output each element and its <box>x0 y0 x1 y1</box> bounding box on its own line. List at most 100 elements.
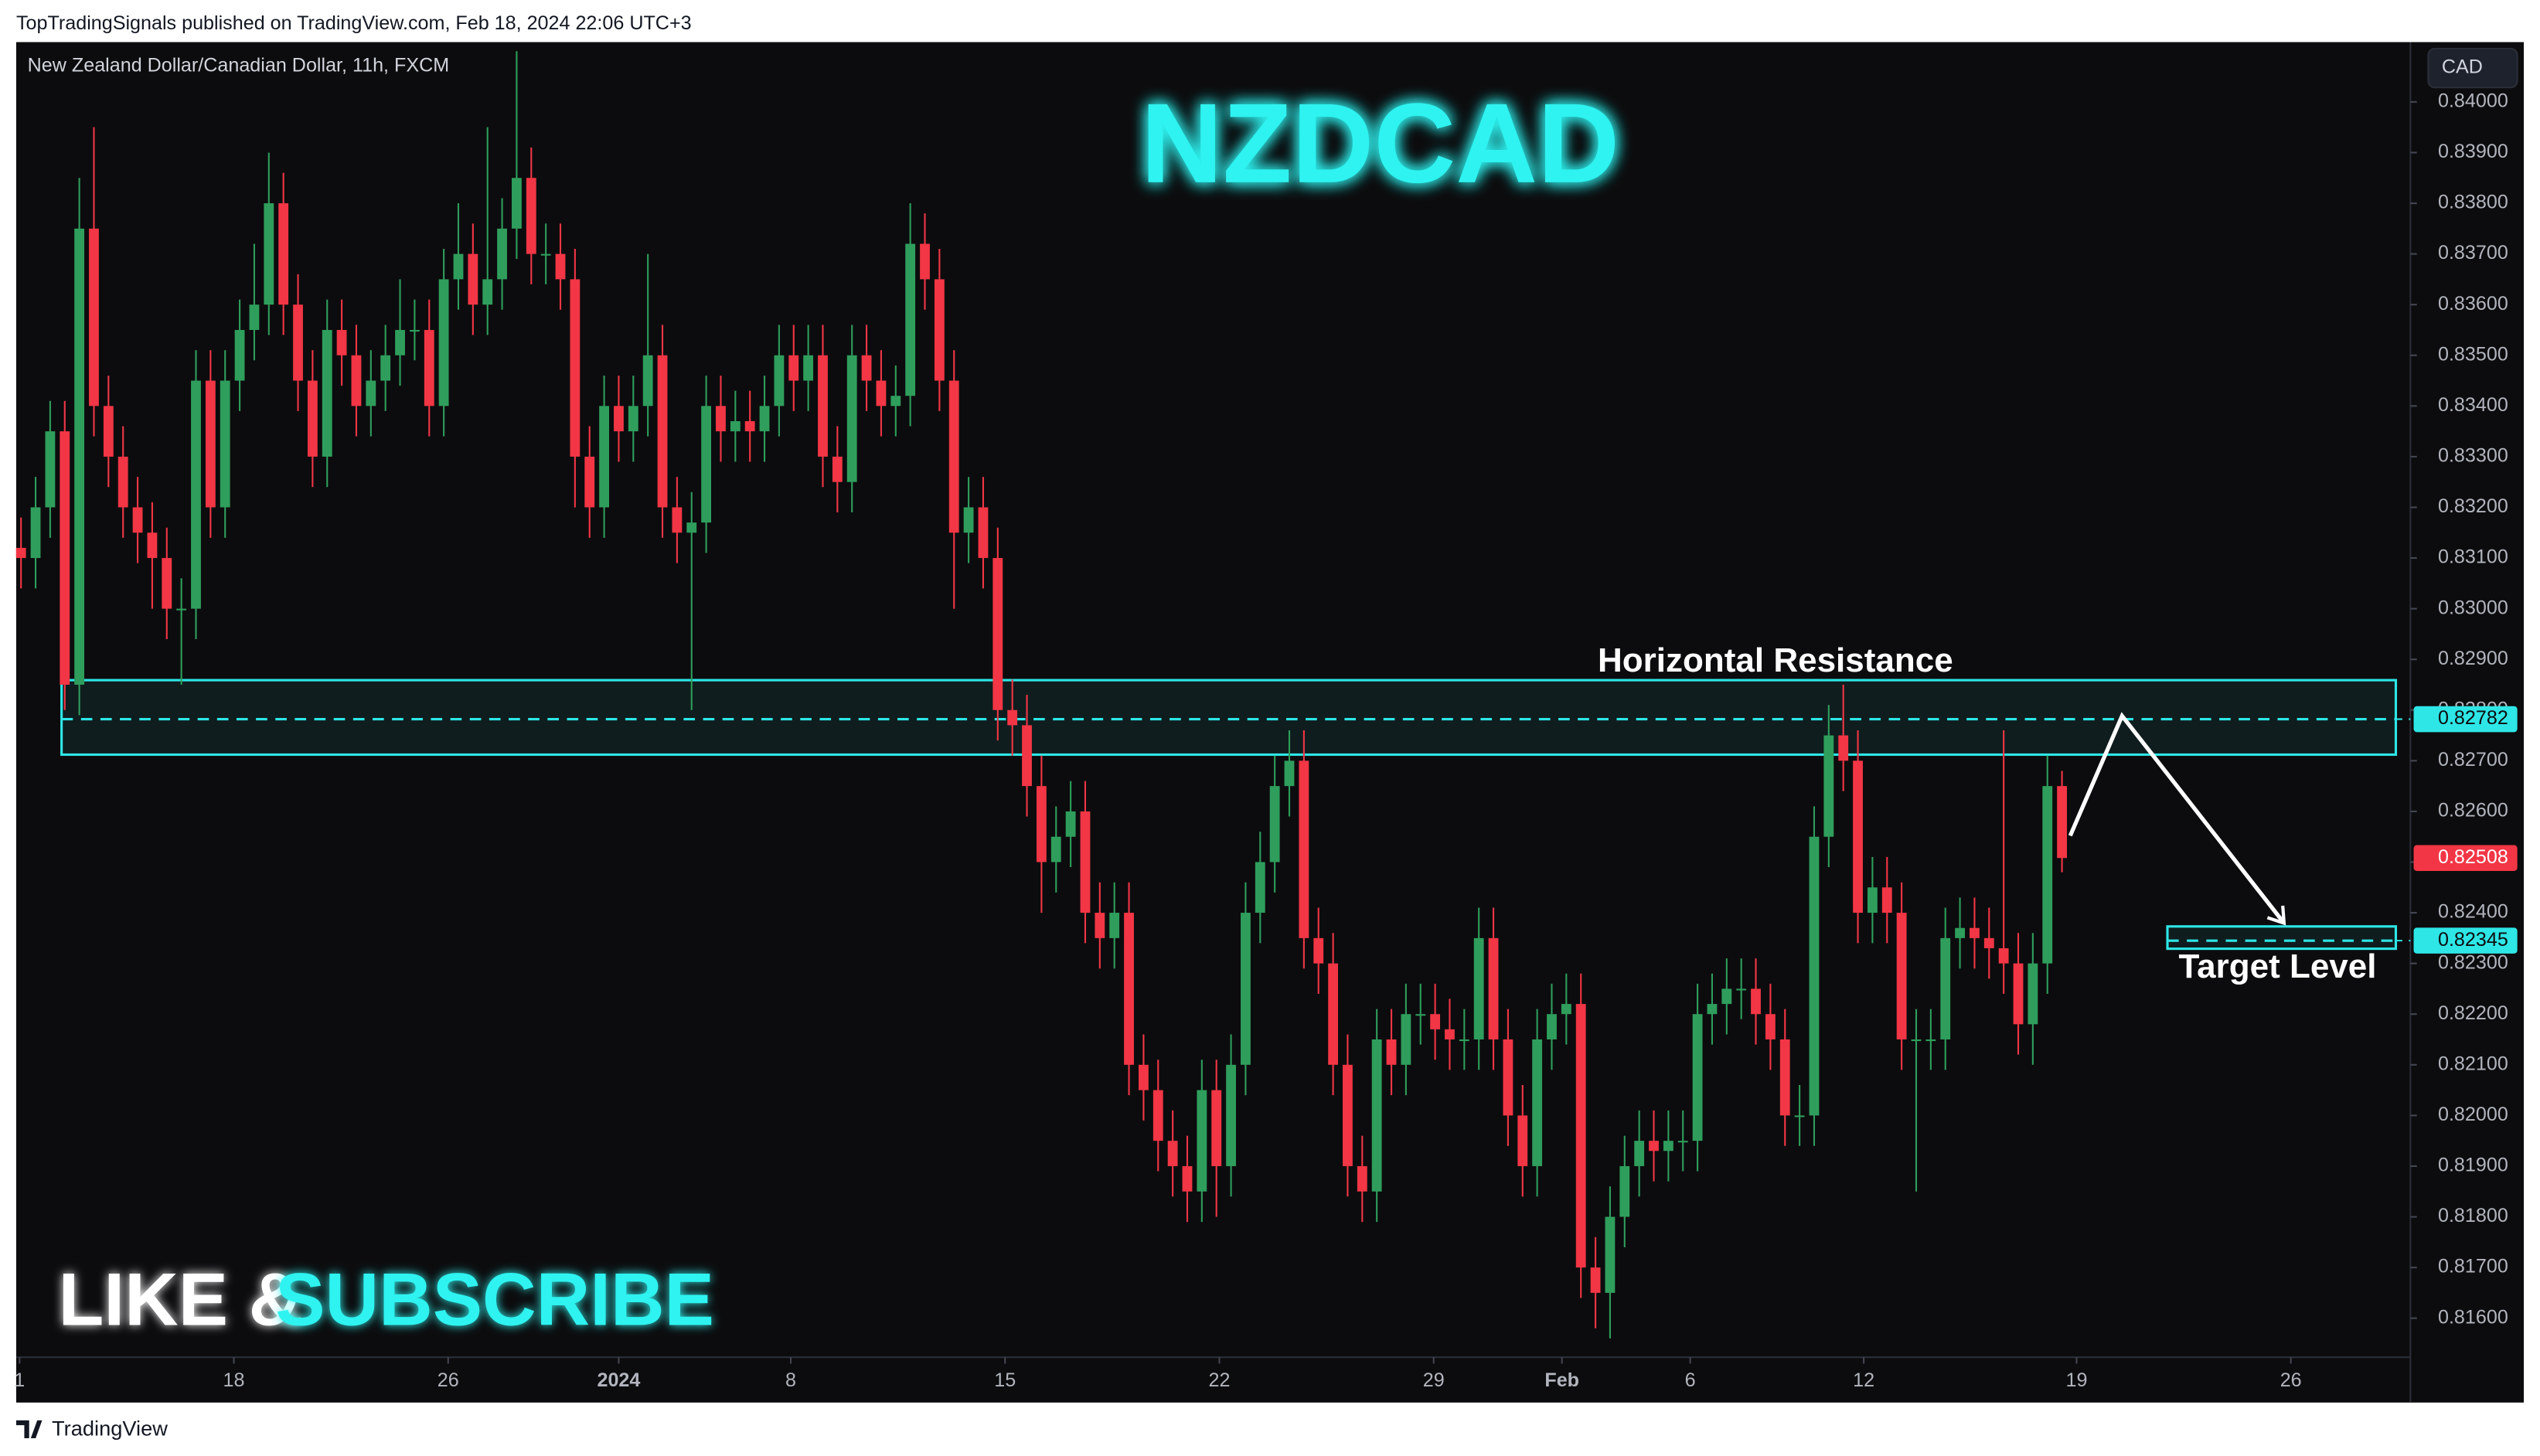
candle-body <box>1415 1014 1426 1016</box>
y-tick-label: 0.84000 <box>2438 90 2508 112</box>
candle-body <box>948 380 959 533</box>
candle-body <box>1109 913 1120 938</box>
plot-area: 0.81600 0.81700 0.81800 0.81900 0.82000 0.821… <box>14 51 2518 1391</box>
candle-body <box>1925 1039 1936 1042</box>
candle-body <box>117 456 128 508</box>
candle-body <box>424 329 434 407</box>
last-price-label: 0.82508 <box>2438 846 2508 868</box>
candle-body <box>1007 709 1018 726</box>
candle-body <box>818 355 828 457</box>
y-tick-label: 0.83500 <box>2438 343 2508 365</box>
candle-body <box>1241 913 1251 1065</box>
candle-body <box>1386 1039 1397 1065</box>
candle-body <box>1445 1029 1455 1040</box>
candle-body <box>1765 1014 1776 1040</box>
resistance-label: Horizontal Resistance <box>1598 641 1953 679</box>
x-tick-label: 22 <box>1209 1369 1231 1391</box>
x-tick-label: 26 <box>438 1369 459 1391</box>
candle-body <box>744 420 755 432</box>
y-tick-label: 0.82600 <box>2438 800 2508 822</box>
y-tick-label: 0.82300 <box>2438 951 2508 973</box>
candle-body <box>1473 937 1484 1040</box>
candle-body <box>730 420 741 432</box>
x-tick-label: 29 <box>1423 1369 1445 1391</box>
candle-body <box>570 279 581 457</box>
y-tick-label: 0.81800 <box>2438 1205 2508 1226</box>
candle-body <box>1940 937 1951 1040</box>
candle-body <box>1911 1039 1922 1042</box>
candle-body <box>846 355 857 482</box>
y-tick-label: 0.83200 <box>2438 495 2508 517</box>
y-tick-label: 0.83600 <box>2438 293 2508 315</box>
candle-body <box>1124 913 1134 1065</box>
candle-body <box>803 355 814 381</box>
candle-body <box>1357 1165 1367 1192</box>
candle-body <box>1503 1039 1513 1116</box>
candle-body <box>774 355 785 407</box>
candle-body <box>1459 1039 1469 1042</box>
projection-arrow <box>2068 712 2286 926</box>
candle-body <box>628 406 638 432</box>
y-tick-label: 0.82900 <box>2438 648 2508 669</box>
x-tick-label: 1 <box>14 1369 25 1391</box>
candle-body <box>716 406 726 432</box>
y-tick-label: 0.82700 <box>2438 749 2508 771</box>
candle-body <box>220 380 230 508</box>
promo-subscribe: SUBSCRIBE <box>275 1259 714 1342</box>
candle-body <box>1649 1141 1659 1152</box>
publish-header: TopTradingSignals published on TradingVi… <box>16 12 692 34</box>
last-price-tag <box>2413 845 2518 872</box>
y-tick-label: 0.81600 <box>2438 1306 2508 1328</box>
candle-body <box>1182 1165 1193 1192</box>
candle-body <box>191 380 201 609</box>
candle-body <box>1284 760 1295 787</box>
candle-body <box>1211 1090 1222 1166</box>
candle-body <box>614 406 624 432</box>
y-tick-label: 0.83000 <box>2438 597 2508 618</box>
candle-body <box>1022 725 1032 787</box>
x-tick-label: 8 <box>785 1369 796 1391</box>
x-tick-label: 12 <box>1853 1369 1874 1391</box>
candle-body <box>512 178 522 229</box>
candle-body <box>1881 887 1892 913</box>
candle-body <box>380 355 391 381</box>
candle-body <box>2057 786 2068 859</box>
candle-body <box>1575 1004 1586 1268</box>
candle-body <box>1736 988 1747 991</box>
y-tick-label: 0.82400 <box>2438 901 2508 923</box>
candle-body <box>978 507 989 559</box>
candle-body <box>1517 1115 1528 1166</box>
candle-body <box>395 329 405 355</box>
candle-body <box>103 406 114 457</box>
candle-body <box>453 253 464 280</box>
y-tick-label: 0.83700 <box>2438 242 2508 264</box>
candle-body <box>1896 913 1907 1040</box>
candle-body <box>920 243 930 280</box>
y-tick-label: 0.83900 <box>2438 141 2508 162</box>
x-tick-label: 18 <box>223 1369 245 1391</box>
candle-body <box>599 406 609 508</box>
candle-body <box>1751 988 1761 1015</box>
x-tick-label: 2024 <box>597 1369 640 1391</box>
candle-body <box>861 355 872 381</box>
candle-body <box>1561 1004 1571 1015</box>
candle-body <box>234 329 245 381</box>
currency-label: CAD <box>2442 56 2483 78</box>
candle-body <box>540 253 551 256</box>
promo-like: LIKE & <box>58 1259 302 1342</box>
candle-body <box>1619 1165 1630 1217</box>
candle-body <box>1721 988 1732 1005</box>
candle-body <box>1255 862 1265 913</box>
candle-body <box>1983 937 1994 948</box>
candle-body <box>1080 811 1091 913</box>
candle-body <box>1809 836 1820 1116</box>
logo-mark <box>15 1420 43 1438</box>
resistance-price-label: 0.82782 <box>2438 707 2508 729</box>
candle-body <box>1970 927 1980 938</box>
candle-body <box>1779 1039 1790 1116</box>
candle-body <box>1269 786 1280 862</box>
currency-button[interactable] <box>2427 47 2518 89</box>
candle-body <box>1197 1090 1207 1192</box>
candle-body <box>1955 927 1965 938</box>
candle-body <box>1167 1141 1178 1166</box>
